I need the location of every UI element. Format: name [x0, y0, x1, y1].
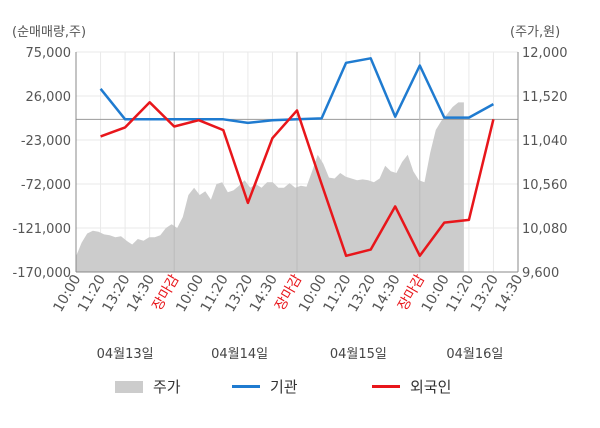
legend-swatch-price	[115, 380, 143, 393]
day-label: 04월16일	[446, 347, 503, 362]
left-axis-unit: (순매매량,주)	[12, 25, 87, 40]
right-tick-label: 11,520	[522, 90, 568, 105]
right-axis-unit: (주가,원)	[510, 25, 561, 40]
day-label: 04월14일	[211, 347, 268, 362]
day-label: 04월15일	[330, 347, 387, 362]
left-tick-label: -121,000	[13, 222, 71, 237]
left-tick-label: -23,000	[21, 134, 71, 149]
right-tick-label: 11,040	[522, 134, 568, 149]
legend-label-price: 주가	[153, 378, 181, 396]
legend-swatch-foreign	[372, 385, 400, 388]
left-tick-label: 26,000	[26, 90, 72, 105]
left-tick-label: -72,000	[21, 178, 71, 193]
right-tick-label: 10,080	[522, 222, 568, 237]
day-label: 04월13일	[97, 347, 154, 362]
legend-item-price: 주가	[115, 376, 181, 397]
legend-item-institution: 기관	[232, 376, 298, 397]
left-tick-label: -170,000	[13, 266, 71, 281]
right-tick-label: 12,000	[522, 46, 568, 61]
right-tick-label: 10,560	[522, 178, 568, 193]
left-tick-label: 75,000	[26, 46, 72, 61]
legend-label-foreign: 외국인	[410, 378, 452, 396]
legend-label-institution: 기관	[270, 378, 298, 396]
chart-area: 75,000 26,000 -23,000 -72,000 -121,000 -170,0…	[13, 46, 568, 362]
right-tick-label: 9,600	[522, 266, 559, 281]
price-area	[76, 102, 464, 273]
legend-swatch-institution	[232, 385, 260, 388]
legend-item-foreign: 외국인	[372, 376, 451, 397]
foreign-line	[100, 101, 495, 258]
legend: 주가 기관 외국인	[0, 376, 600, 398]
